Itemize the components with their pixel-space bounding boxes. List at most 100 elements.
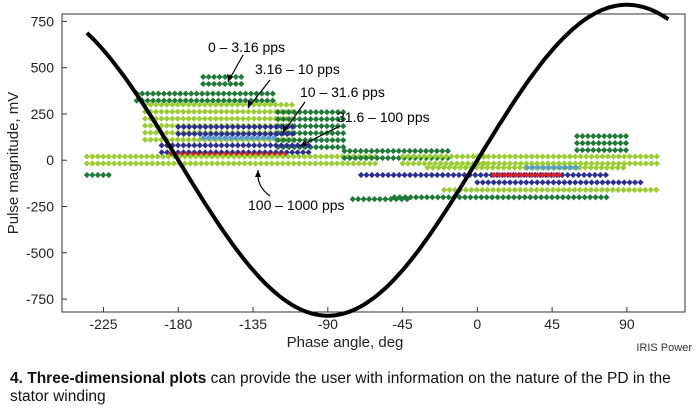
data-point bbox=[505, 164, 513, 171]
data-point bbox=[290, 153, 297, 160]
data-point bbox=[152, 136, 160, 143]
data-point bbox=[141, 129, 149, 136]
pointer-head-2 bbox=[283, 125, 288, 133]
data-point bbox=[180, 136, 187, 143]
data-point bbox=[484, 186, 491, 193]
data-point bbox=[174, 115, 181, 122]
data-point bbox=[470, 153, 477, 160]
data-point bbox=[479, 160, 486, 167]
data-point bbox=[317, 160, 324, 167]
data-point bbox=[242, 90, 249, 97]
data-point bbox=[495, 186, 502, 193]
data-point bbox=[221, 73, 229, 81]
data-point bbox=[169, 101, 176, 108]
data-point bbox=[484, 164, 491, 171]
data-point bbox=[234, 115, 241, 122]
data-point bbox=[203, 153, 210, 160]
figure-caption: 4. Three-dimensional plots can provide t… bbox=[10, 370, 690, 406]
data-point bbox=[235, 130, 242, 138]
data-point bbox=[202, 130, 209, 138]
data-point bbox=[301, 160, 308, 167]
data-point bbox=[442, 160, 450, 167]
data-point bbox=[245, 108, 252, 115]
x-tick-label: 0 bbox=[473, 316, 481, 332]
data-point bbox=[185, 101, 192, 108]
data-point bbox=[236, 153, 243, 160]
data-point bbox=[232, 80, 239, 88]
data-point bbox=[485, 153, 492, 160]
band-label-2: 10 – 31.6 pps bbox=[300, 84, 385, 100]
data-point bbox=[489, 164, 496, 171]
data-point bbox=[279, 153, 286, 160]
data-point bbox=[268, 153, 275, 160]
sine-curve-path bbox=[85, 2, 670, 318]
data-point bbox=[180, 108, 187, 115]
data-point bbox=[212, 115, 219, 122]
data-point bbox=[180, 101, 187, 108]
data-point bbox=[429, 164, 437, 171]
data-point bbox=[285, 153, 292, 160]
data-point bbox=[236, 160, 243, 167]
data-point bbox=[141, 122, 149, 129]
x-tick-label: 90 bbox=[619, 316, 635, 332]
data-point bbox=[144, 97, 151, 104]
data-point bbox=[440, 186, 448, 193]
pointer-head-4 bbox=[255, 170, 261, 177]
band-label-1: 3.16 – 10 pps bbox=[255, 61, 340, 77]
x-axis-title: Phase angle, deg bbox=[287, 334, 404, 351]
data-point bbox=[239, 115, 247, 122]
data-point bbox=[312, 160, 319, 167]
y-tick-label: 250 bbox=[31, 106, 55, 122]
data-point bbox=[166, 90, 173, 97]
data-point bbox=[506, 186, 513, 193]
data-point bbox=[432, 153, 439, 160]
data-point bbox=[366, 160, 373, 167]
data-point bbox=[152, 129, 160, 136]
data-point bbox=[205, 80, 212, 88]
band-label-3: 31.6 – 100 pps bbox=[337, 109, 430, 125]
data-point bbox=[83, 171, 91, 179]
data-point bbox=[191, 123, 198, 131]
data-point bbox=[500, 164, 507, 171]
data-point bbox=[350, 160, 357, 167]
data-point bbox=[328, 160, 335, 167]
data-point bbox=[274, 160, 281, 167]
data-point bbox=[163, 129, 170, 136]
data-point bbox=[196, 101, 203, 108]
y-tick-label: 500 bbox=[31, 60, 55, 76]
band-labels: 0 – 3.16 pps 3.16 – 10 pps 10 – 31.6 pps… bbox=[208, 39, 430, 213]
data-point bbox=[435, 164, 442, 171]
data-point bbox=[132, 160, 139, 167]
data-point bbox=[229, 142, 236, 149]
data-point bbox=[464, 153, 471, 160]
x-tick-label: -180 bbox=[164, 316, 192, 332]
data-point bbox=[138, 153, 145, 160]
data-point bbox=[147, 129, 154, 136]
data-point bbox=[94, 153, 101, 160]
x-tick-label: -225 bbox=[90, 316, 118, 332]
data-point bbox=[139, 90, 146, 97]
data-point bbox=[473, 186, 480, 193]
data-point bbox=[323, 160, 330, 167]
data-point bbox=[196, 142, 203, 149]
pd-phase-chart: -225 -180 -135 -90 -45 0 45 90 750 500 250 0 -250 -50… bbox=[5, 2, 692, 354]
data-point bbox=[501, 160, 508, 167]
data-point bbox=[198, 90, 206, 97]
data-point bbox=[257, 160, 265, 167]
data-point bbox=[234, 101, 241, 108]
data-point bbox=[207, 142, 214, 149]
data-point bbox=[478, 164, 486, 171]
data-point bbox=[424, 164, 431, 171]
data-point bbox=[500, 186, 508, 193]
data-points bbox=[83, 73, 660, 203]
data-point bbox=[245, 142, 252, 149]
data-point bbox=[232, 134, 239, 142]
data-point bbox=[240, 142, 247, 149]
x-tick-label: -90 bbox=[318, 316, 338, 332]
data-point bbox=[334, 160, 341, 167]
data-point bbox=[459, 160, 466, 167]
data-point bbox=[212, 101, 219, 108]
data-point bbox=[100, 171, 107, 179]
data-point bbox=[421, 153, 428, 160]
data-point bbox=[152, 108, 160, 115]
